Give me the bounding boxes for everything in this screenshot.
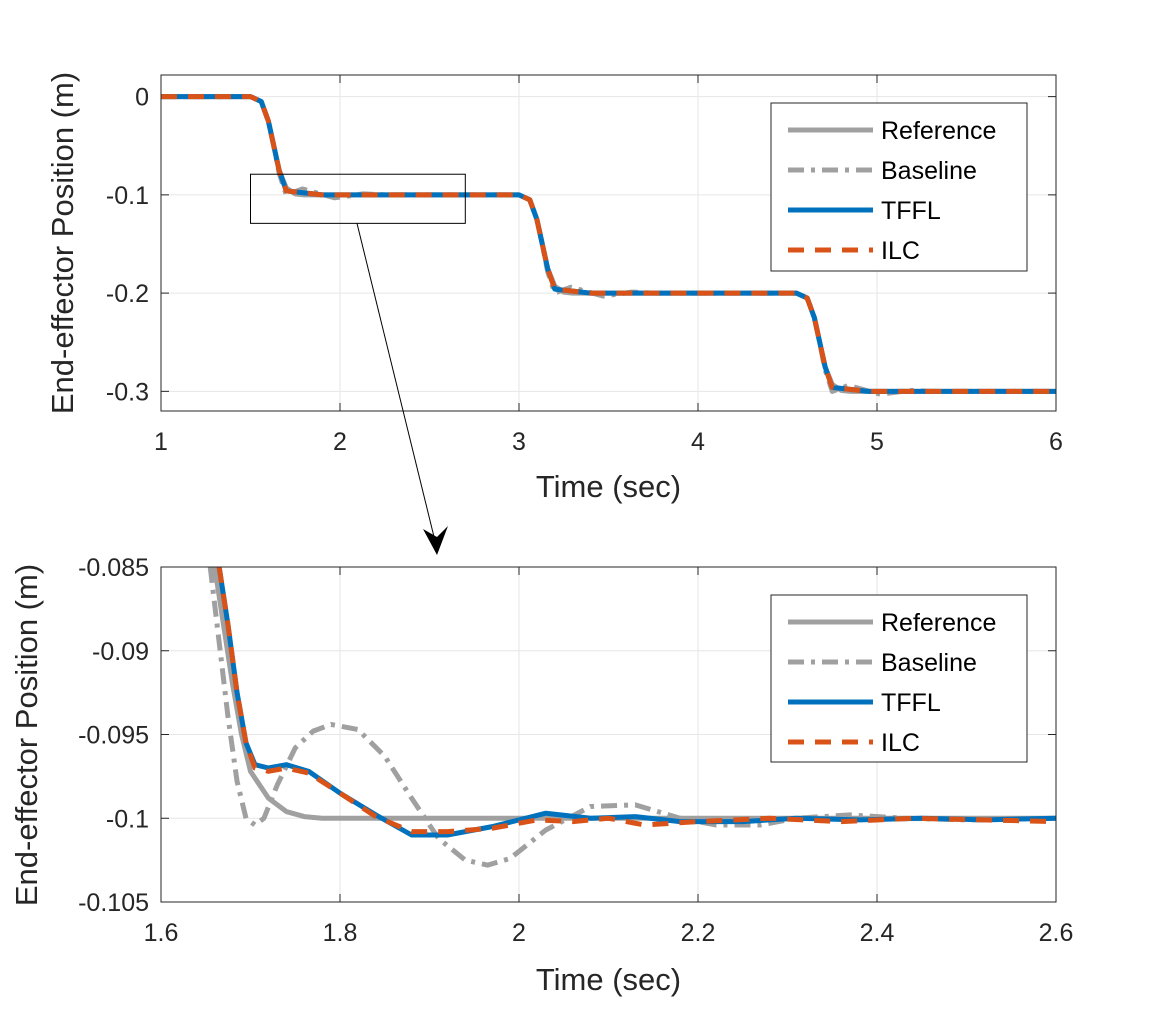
legend-label: Reference [881,117,996,145]
y-tick-label: -0.3 [106,378,149,406]
y-tick-label: -0.105 [78,889,149,917]
y-tick-label: 0 [135,84,149,112]
x-axis-label: Time (sec) [536,962,681,997]
legend-label: TFFL [881,197,941,225]
zoom-region-box [250,173,466,224]
series-line-reference [212,567,1056,821]
x-tick-label: 2 [333,428,347,456]
x-tick-label: 4 [691,428,705,456]
series-group [161,94,1056,397]
x-tick-label: 1 [154,428,168,456]
legend-label: Baseline [881,157,977,185]
x-axis-label: Time (sec) [536,469,681,504]
x-tick-label: 1.8 [323,919,358,947]
series-group [207,567,1056,868]
legend-label: Baseline [881,649,977,677]
axes-frame [160,74,1057,412]
x-tick-label: 2.6 [1039,919,1074,947]
series-line-ilc [216,567,1056,835]
x-tick-label: 5 [870,428,884,456]
y-tick-label: -0.1 [106,805,149,833]
y-tick-label: -0.1 [106,182,149,210]
zoom-annotation [250,173,466,555]
y-tick-label: -0.085 [78,554,149,582]
zoom-chart: 1.6 1.8 2 2.2 2.4 2.6 -0.085 -0.09 -0.095 -0.1 -0.… [9,554,1073,997]
x-tick-label: 6 [1049,428,1063,456]
zoom-arrow-head [423,526,448,555]
y-tick-label: -0.2 [106,280,149,308]
axes-frame [160,566,1057,903]
legend-label: ILC [881,729,920,757]
series-line-ilc [161,94,1056,394]
x-tick-label: 2.2 [681,919,716,947]
y-axis-label: End-effector Position (m) [45,72,80,414]
y-axis-label: End-effector Position (m) [9,564,44,906]
legend-label: Reference [881,609,996,637]
legend: Reference Baseline TFFL ILC [770,102,1028,272]
legend-label: ILC [881,237,920,265]
x-tick-label: 1.6 [144,919,179,947]
zoom-arrow-line [356,223,438,550]
series-line-baseline [207,567,1056,868]
top-chart: 1 2 3 4 5 6 0 -0.1 -0.2 -0.3 Time (sec) End-effecto… [45,72,1063,504]
y-tick-label: -0.095 [78,722,149,750]
y-tick-label: -0.09 [92,638,149,666]
x-tick-label: 2 [512,919,526,947]
x-tick-label: 2.4 [860,919,895,947]
legend: Reference Baseline TFFL ILC [770,594,1028,763]
legend-label: TFFL [881,689,941,717]
x-tick-label: 3 [512,428,526,456]
